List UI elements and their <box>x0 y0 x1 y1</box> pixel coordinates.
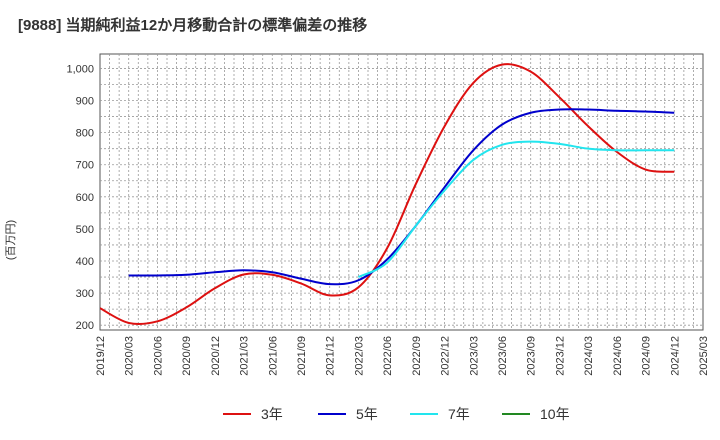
y-tick-label: 500 <box>76 224 94 236</box>
x-tick-label: 2023/03 <box>468 336 480 376</box>
x-tick-label: 2020/12 <box>210 336 222 376</box>
x-tick-label: 2021/06 <box>267 336 279 376</box>
series-line-3 <box>357 140 675 278</box>
x-tick-label: 2023/12 <box>554 336 566 376</box>
y-tick-label: 200 <box>76 320 94 332</box>
x-tick-label: 2020/06 <box>152 336 164 376</box>
x-tick-label: 2024/06 <box>612 336 624 376</box>
legend-label-1: 3年 <box>261 406 283 422</box>
x-tick-label: 2024/09 <box>641 336 653 376</box>
x-tick-label: 2022/12 <box>440 336 452 376</box>
chart-title: [9888] 当期純利益12か月移動合計の標準偏差の推移 <box>18 17 368 34</box>
y-tick-label: 900 <box>76 96 94 108</box>
y-tick-label: 800 <box>76 128 94 140</box>
x-tick-label: 2022/03 <box>353 336 365 376</box>
y-tick-label: 400 <box>76 256 94 268</box>
legend-label-3: 7年 <box>448 406 470 422</box>
x-tick-label: 2020/09 <box>181 336 193 376</box>
x-tick-label: 2021/09 <box>296 336 308 376</box>
x-tick-label: 2024/03 <box>583 336 595 376</box>
x-tick-label: 2019/12 <box>95 336 107 376</box>
y-tick-label: 600 <box>76 192 94 204</box>
y-tick-label: 700 <box>76 160 94 172</box>
series-line-2 <box>128 108 675 286</box>
legend-label-2: 5年 <box>356 406 378 422</box>
y-tick-label: 300 <box>76 288 94 300</box>
x-tick-label: 2021/03 <box>239 336 251 376</box>
x-tick-label: 2024/12 <box>669 336 681 376</box>
legend-label-4: 10年 <box>540 406 570 422</box>
x-tick-label: 2025/03 <box>698 336 710 376</box>
x-tick-label: 2023/06 <box>497 336 509 376</box>
x-tick-label: 2023/09 <box>526 336 538 376</box>
x-tick-label: 2022/06 <box>382 336 394 376</box>
series-line-1 <box>100 63 675 326</box>
x-tick-label: 2021/12 <box>325 336 337 376</box>
y-tick-label: 1,000 <box>66 63 94 75</box>
x-tick-label: 2020/03 <box>124 336 136 376</box>
x-tick-label: 2022/09 <box>411 336 423 376</box>
plot-area <box>99 53 704 331</box>
